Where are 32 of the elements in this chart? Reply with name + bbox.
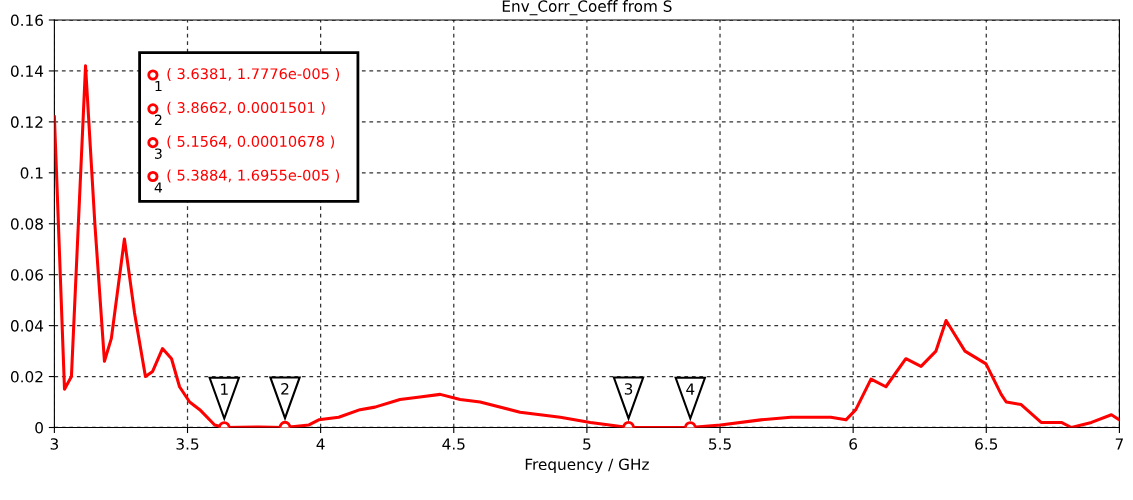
- y-tick-label: 0.14: [10, 65, 44, 77]
- annotation: ( 3.6381, 1.7776e-005 ): [167, 67, 339, 81]
- x-tick-label: 4: [316, 438, 325, 450]
- y-tick-label: 0.1: [20, 167, 43, 179]
- text: 2: [154, 114, 162, 125]
- text: 1: [155, 80, 162, 92]
- x-tick-label: 3: [50, 438, 59, 450]
- annotation: ( 5.1564, 0.00010678 ): [167, 135, 335, 149]
- x-tick-label: 6.5: [975, 438, 998, 450]
- x-axis-title: Frequency / GHz: [525, 458, 649, 474]
- annotation: 3: [624, 383, 633, 395]
- x-tick-label: 5: [583, 438, 591, 450]
- annotation: ( 3.8662, 0.0001501 ): [167, 101, 325, 115]
- annotation: 1: [221, 383, 228, 395]
- y-tick-label: 0.16: [10, 14, 44, 27]
- y-tick-label: 0.02: [10, 371, 43, 383]
- y-tick-label: 0.04: [10, 320, 44, 332]
- x-tick-label: 7: [1115, 438, 1123, 450]
- x-tick-label: 3.5: [176, 438, 199, 450]
- annotation: 4: [686, 383, 695, 395]
- text: 4: [154, 182, 163, 193]
- y-tick-label: 0.08: [10, 218, 43, 230]
- text: 3: [155, 148, 162, 159]
- x-tick-label: 5.5: [709, 438, 731, 450]
- x-tick-label: 6: [849, 438, 858, 450]
- y-tick-label: 0.12: [10, 116, 43, 128]
- y-tick-label: 0: [35, 421, 43, 434]
- y-tick-label: 0.06: [10, 269, 44, 281]
- annotation: ( 5.3884, 1.6955e-005 ): [167, 169, 339, 183]
- annotation: 2: [281, 383, 289, 395]
- x-tick-label: 4.5: [442, 438, 465, 450]
- chart-title: Env_Corr_Coeff from S: [502, 0, 672, 16]
